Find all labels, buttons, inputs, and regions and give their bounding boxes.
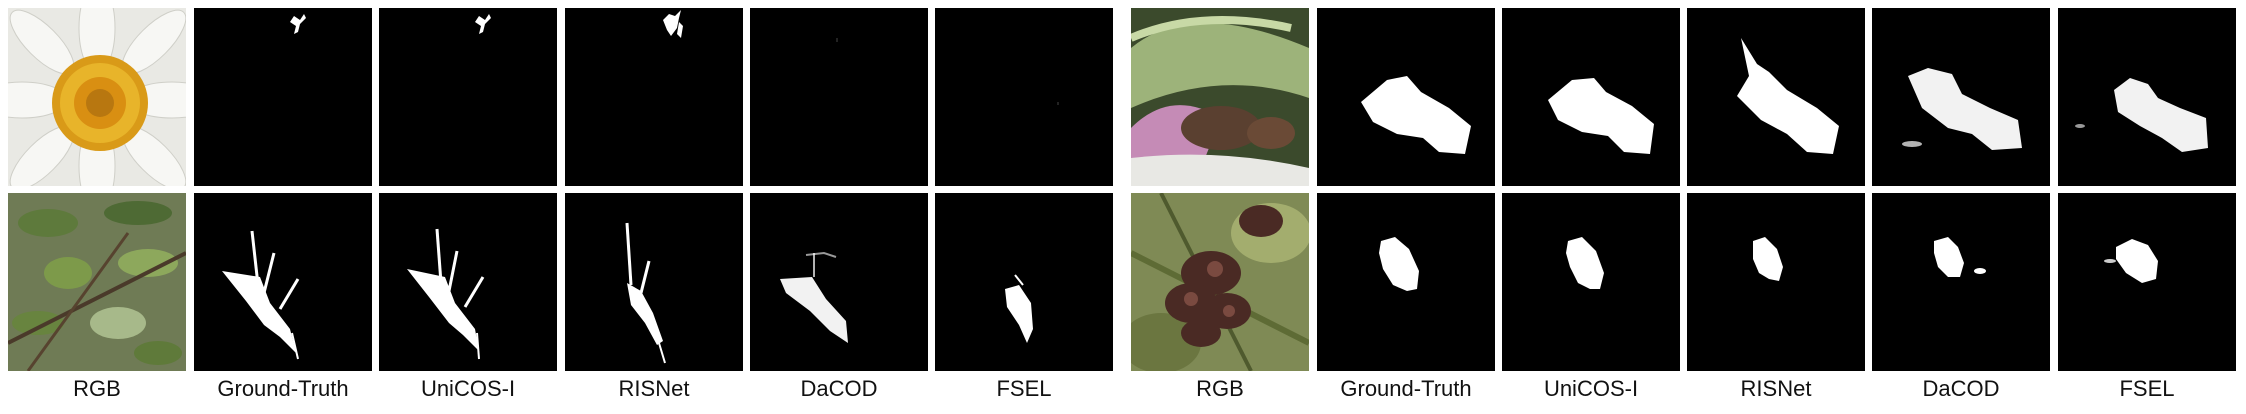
risnet-mask-daisy [565,8,743,186]
column-label-dacod-left: DaCOD [800,376,878,401]
column-label-risnet-left: RISNet [618,376,690,401]
unicos-i-mask-leaves [1502,8,1680,186]
fsel-mask-dried-flower [2058,193,2236,371]
column-label-dacod-right: DaCOD [1922,376,2000,401]
column-label-risnet-right: RISNet [1740,376,1812,401]
rgb-image-branch [8,193,186,371]
column-label-fsel-left: FSEL [996,376,1052,401]
column-label-fsel-right: FSEL [2119,376,2175,401]
dacod-mask-daisy [750,8,928,186]
unicos-i-mask-branch [379,193,557,371]
risnet-mask-leaves [1687,8,1865,186]
rgb-image-daisy [8,8,186,186]
ground-truth-mask-daisy [194,8,372,186]
unicos-i-mask-daisy [379,8,557,186]
dacod-mask-branch [750,193,928,371]
risnet-mask-dried-flower [1687,193,1865,371]
rgb-image-dried-flower [1131,193,1309,371]
column-label-rgb-left: RGB [73,376,121,401]
unicos-i-mask-dried-flower [1502,193,1680,371]
dacod-mask-dried-flower [1872,193,2050,371]
ground-truth-mask-branch [194,193,372,371]
fsel-mask-branch [935,193,1113,371]
dacod-mask-leaves [1872,8,2050,186]
fsel-mask-daisy [935,8,1113,186]
rgb-image-leaves [1131,8,1309,186]
fsel-mask-leaves [2058,8,2236,186]
column-label-rgb-right: RGB [1196,376,1244,401]
risnet-mask-branch [565,193,743,371]
ground-truth-mask-dried-flower [1317,193,1495,371]
column-label-ground-truth-left: Ground-Truth [217,376,349,401]
column-label-ground-truth-right: Ground-Truth [1340,376,1472,401]
column-label-unicos-i-right: UniCOS-I [1543,376,1639,401]
ground-truth-mask-leaves [1317,8,1495,186]
column-label-unicos-i-left: UniCOS-I [420,376,516,401]
